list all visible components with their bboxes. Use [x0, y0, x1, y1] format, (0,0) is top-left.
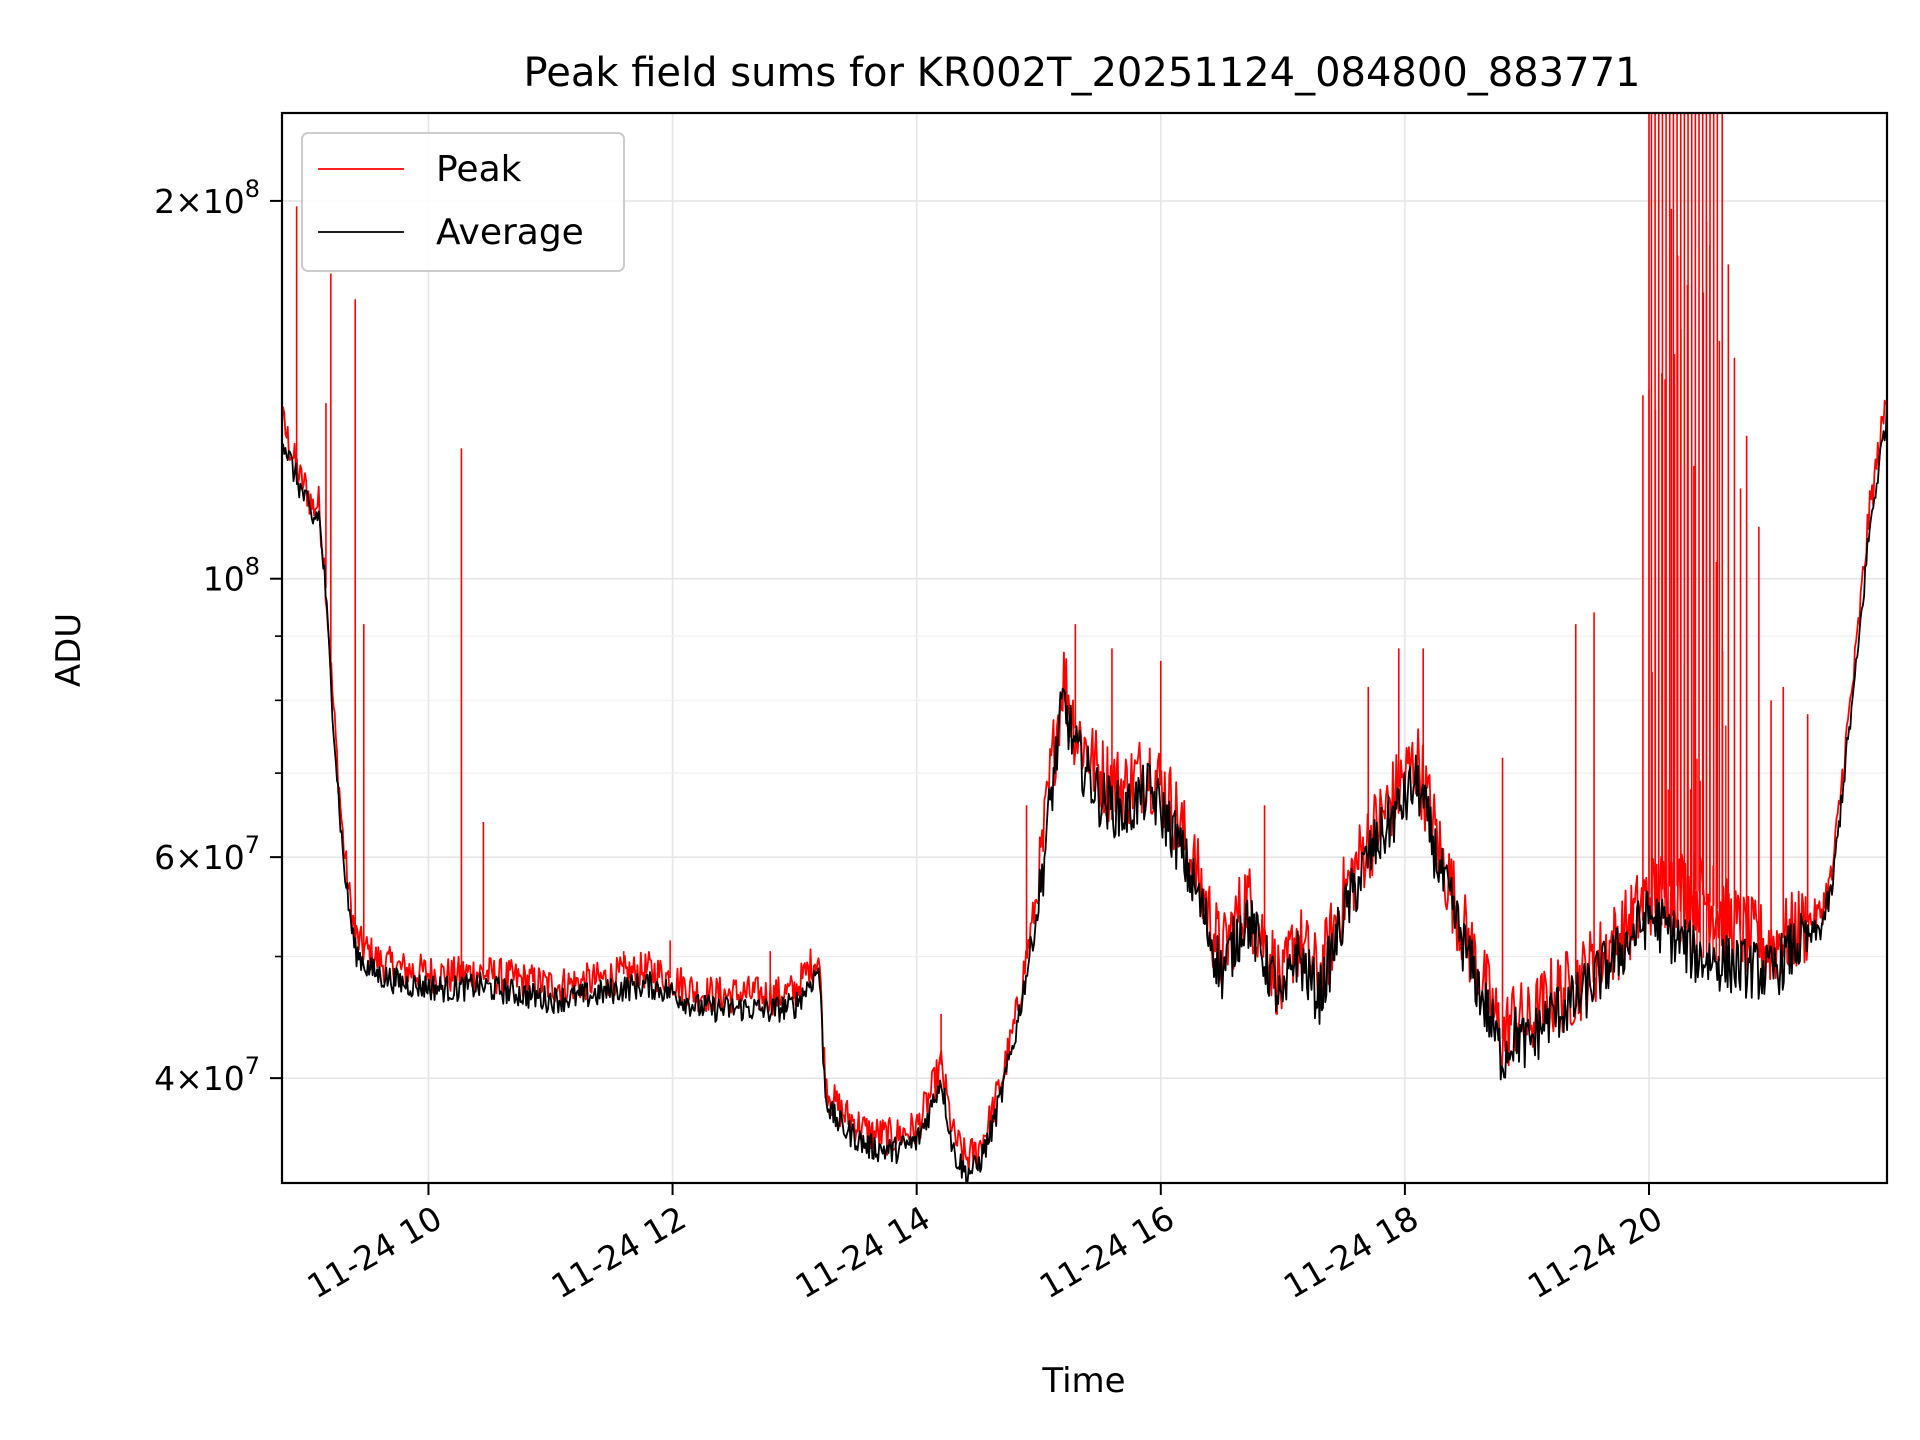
y-tick-base: 10 [203, 838, 245, 877]
y-tick-label: 2×108 [154, 175, 260, 221]
y-tick-exponent: 7 [245, 831, 260, 859]
y-tick-mantissa: 2 [154, 182, 175, 221]
y-tick-times: × [175, 1059, 203, 1098]
y-tick-base: 10 [203, 182, 245, 221]
y-tick-mantissa: 6 [154, 838, 175, 877]
chart-title: Peak field sums for KR002T_20251124_0848… [524, 50, 1641, 96]
plot-frame [280, 111, 1889, 1185]
series-layer [282, 113, 1887, 1183]
y-tick-exponent: 8 [245, 175, 260, 203]
y-tick-exponent: 8 [245, 553, 260, 581]
y-tick-mantissa: 4 [154, 1059, 175, 1098]
legend-label-average: Average [436, 212, 584, 253]
y-tick-exponent: 7 [245, 1052, 260, 1080]
y-tick-base: 10 [203, 1059, 245, 1098]
y-tick-label: 4×107 [154, 1052, 260, 1098]
series-line-average [282, 398, 1887, 1183]
y-tick-times: × [175, 838, 203, 877]
legend-label-peak: Peak [436, 149, 522, 190]
legend: Peak Average [301, 132, 625, 272]
y-tick-times: × [175, 182, 203, 221]
legend-box [301, 132, 625, 272]
y-tick-base: 10 [203, 560, 245, 599]
y-tick-label: 108 [203, 553, 260, 599]
y-axis-label: ADU [49, 613, 89, 687]
x-axis-label: Time [1041, 1361, 1125, 1401]
y-tick-label: 6×107 [154, 831, 260, 877]
